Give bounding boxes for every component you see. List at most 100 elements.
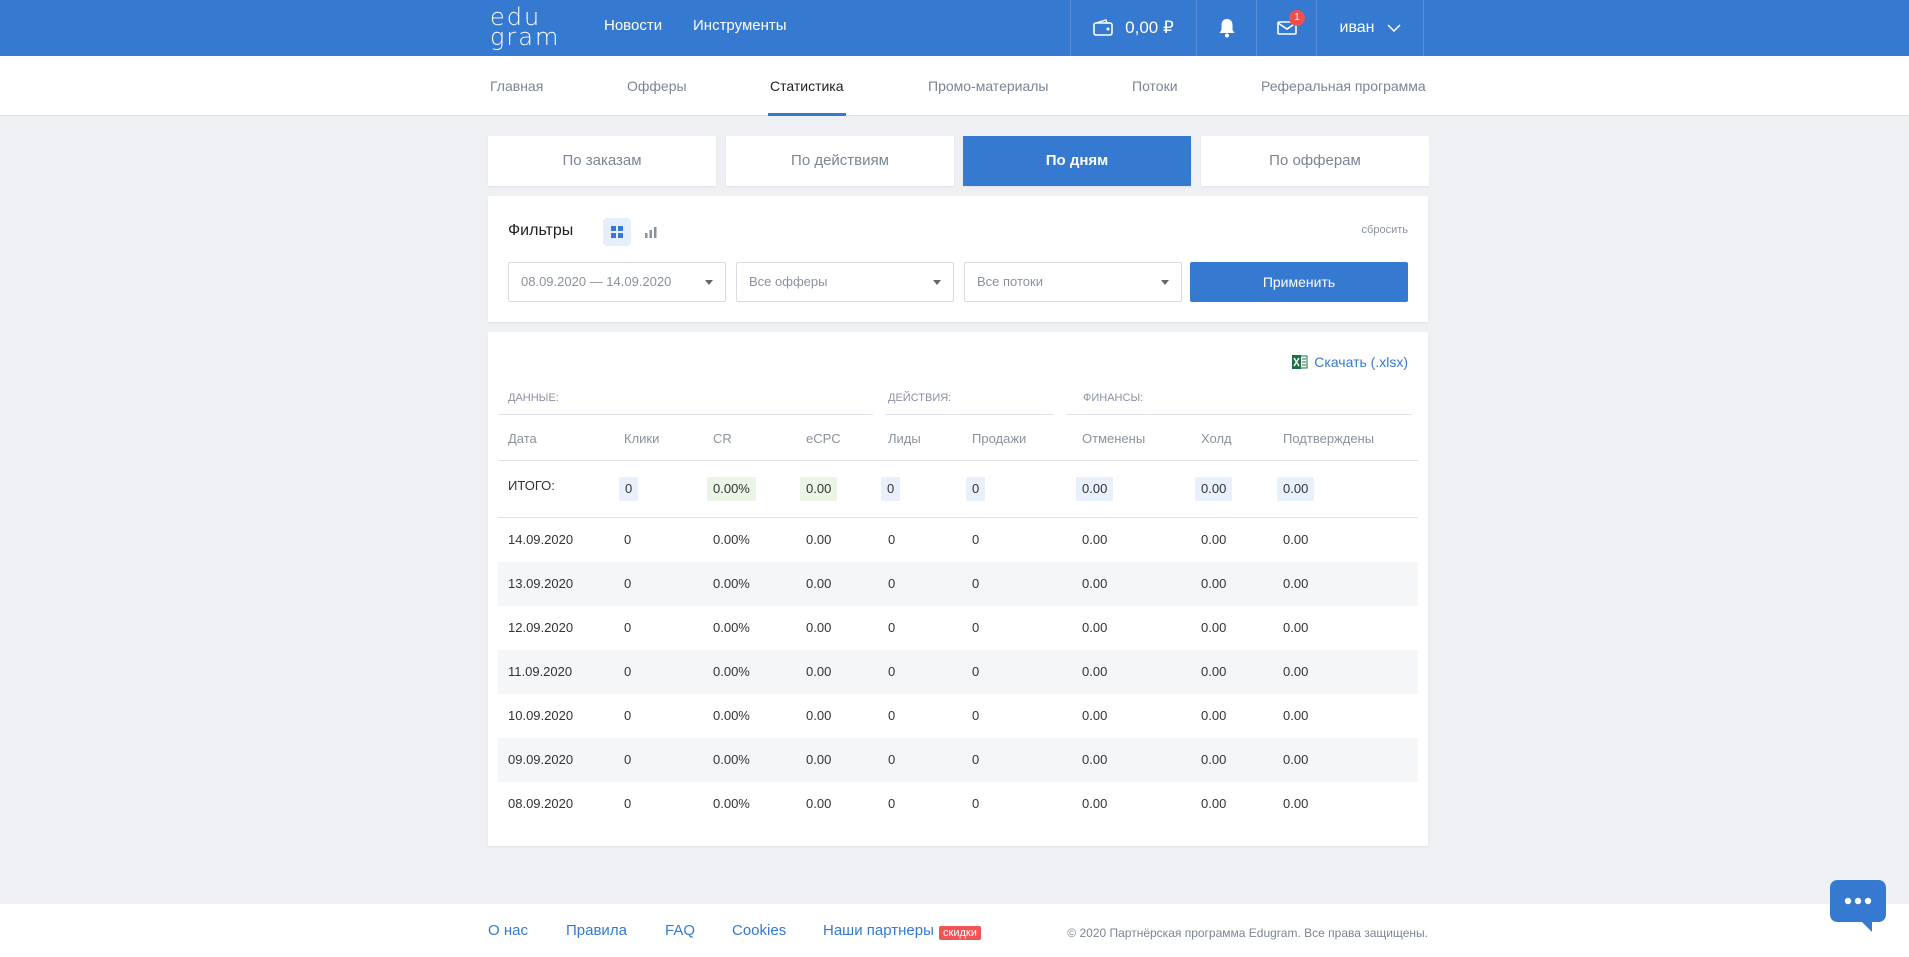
wallet-icon — [1093, 19, 1113, 36]
cell-hold: 0.00 — [1201, 752, 1227, 767]
total-cr: 0.00% — [707, 477, 756, 501]
tab-by-offers[interactable]: По офферам — [1201, 136, 1429, 186]
user-name: иван — [1339, 19, 1375, 36]
table-row: 14.09.2020 0 0.00% 0.00 0 0 0.00 0.00 0.00 — [498, 518, 1418, 562]
cell-clicks: 0 — [624, 576, 632, 591]
filters-title: Фильтры — [508, 222, 574, 239]
cell-canceled: 0.00 — [1082, 532, 1108, 547]
caret-down-icon — [1161, 280, 1169, 285]
footer-about[interactable]: О нас — [488, 922, 528, 939]
cell-canceled: 0.00 — [1082, 620, 1108, 635]
cell-confirmed: 0.00 — [1283, 708, 1309, 723]
cell-canceled: 0.00 — [1082, 796, 1108, 811]
subnav-home[interactable]: Главная — [490, 78, 544, 94]
col-confirmed[interactable]: Подтверждены — [1283, 431, 1375, 446]
download-xlsx-link[interactable]: Скачать (.xlsx) — [1292, 352, 1408, 372]
cell-hold: 0.00 — [1201, 796, 1227, 811]
cell-cr: 0.00% — [713, 752, 750, 767]
sub-nav: Главная Офферы Статистика Промо-материал… — [0, 56, 1909, 116]
table-row: 08.09.2020 0 0.00% 0.00 0 0 0.00 0.00 0.00 — [498, 782, 1418, 826]
cell-sales: 0 — [972, 620, 980, 635]
subnav-statistics[interactable]: Статистика — [768, 56, 846, 116]
offers-select[interactable]: Все офферы — [736, 262, 954, 302]
cell-leads: 0 — [888, 620, 896, 635]
copyright: © 2020 Партнёрская программа Edugram. Вс… — [1067, 926, 1428, 940]
tab-by-actions[interactable]: По действиям — [726, 136, 954, 186]
total-confirmed: 0.00 — [1277, 477, 1315, 501]
subnav-flows[interactable]: Потоки — [1132, 78, 1178, 94]
flows-select[interactable]: Все потоки — [964, 262, 1182, 302]
chevron-down-icon — [1386, 24, 1401, 32]
nav-news[interactable]: Новости — [604, 17, 663, 34]
cell-ecpc: 0.00 — [806, 796, 832, 811]
filters-panel: Фильтры сбросить 08.09.2020 — 14.09.2020… — [488, 196, 1428, 322]
nav-tools[interactable]: Инструменты — [693, 17, 787, 34]
table-row: 11.09.2020 0 0.00% 0.00 0 0 0.00 0.00 0.00 — [498, 650, 1418, 694]
chart-view-button[interactable] — [637, 218, 665, 246]
reset-filters-link[interactable]: сбросить — [1361, 224, 1408, 236]
col-clicks[interactable]: Клики — [624, 431, 660, 446]
cell-date: 09.09.2020 — [508, 752, 574, 767]
total-hold: 0.00 — [1195, 477, 1233, 501]
caret-down-icon — [933, 280, 941, 285]
total-ecpc: 0.00 — [800, 477, 838, 501]
cell-leads: 0 — [888, 752, 896, 767]
cell-date: 11.09.2020 — [508, 664, 573, 679]
col-canceled[interactable]: Отменены — [1082, 431, 1146, 446]
subnav-offers[interactable]: Офферы — [627, 78, 687, 94]
col-ecpc[interactable]: eCPC — [806, 431, 841, 446]
table-row: 10.09.2020 0 0.00% 0.00 0 0 0.00 0.00 0.00 — [498, 694, 1418, 738]
date-range-select[interactable]: 08.09.2020 — 14.09.2020 — [508, 262, 726, 302]
offers-value: Все офферы — [749, 274, 828, 289]
group-data-divider — [498, 414, 873, 415]
footer-partners[interactable]: Наши партнеры — [823, 922, 934, 939]
col-hold[interactable]: Холд — [1201, 431, 1232, 446]
logo[interactable]: edu gram — [490, 4, 570, 50]
cell-hold: 0.00 — [1201, 620, 1227, 635]
col-date[interactable]: Дата — [508, 431, 537, 446]
col-cr[interactable]: CR — [713, 431, 732, 446]
cell-cr: 0.00% — [713, 532, 750, 547]
cell-clicks: 0 — [624, 752, 632, 767]
cell-canceled: 0.00 — [1082, 752, 1108, 767]
cell-ecpc: 0.00 — [806, 664, 832, 679]
col-leads[interactable]: Лиды — [888, 431, 921, 446]
tab-by-days[interactable]: По дням — [963, 136, 1191, 186]
cell-hold: 0.00 — [1201, 532, 1227, 547]
stats-table-panel: Скачать (.xlsx) Данные: Действия: Финанс… — [488, 332, 1428, 846]
group-data-label: Данные: — [508, 392, 559, 404]
footer-rules[interactable]: Правила — [566, 922, 627, 939]
header-divider — [498, 460, 1418, 461]
tab-by-orders[interactable]: По заказам — [488, 136, 716, 186]
group-finance-divider — [1066, 414, 1412, 415]
cell-leads: 0 — [888, 664, 896, 679]
cell-cr: 0.00% — [713, 708, 750, 723]
total-leads: 0 — [881, 477, 901, 501]
col-sales[interactable]: Продажи — [972, 431, 1027, 446]
chat-button[interactable] — [1828, 878, 1888, 934]
footer-cookies[interactable]: Cookies — [732, 922, 787, 939]
cell-sales: 0 — [972, 532, 980, 547]
messages-button[interactable]: 1 — [1256, 0, 1316, 56]
group-actions-label: Действия: — [888, 392, 952, 404]
cell-clicks: 0 — [624, 796, 632, 811]
grid-view-button[interactable] — [603, 218, 631, 246]
logo-line-2: gram — [490, 23, 561, 51]
cell-ecpc: 0.00 — [806, 752, 832, 767]
chart-view-icon — [645, 227, 657, 238]
apply-button[interactable]: Применить — [1190, 262, 1408, 302]
cell-cr: 0.00% — [713, 796, 750, 811]
total-canceled: 0.00 — [1076, 477, 1114, 501]
cell-confirmed: 0.00 — [1283, 664, 1309, 679]
cell-confirmed: 0.00 — [1283, 532, 1309, 547]
top-bar: edu gram Новости Инструменты 0,00 ₽ 1 — [0, 0, 1909, 56]
subnav-promo[interactable]: Промо-материалы — [928, 78, 1049, 94]
subnav-referral[interactable]: Реферальная программа — [1261, 78, 1426, 94]
user-menu[interactable]: иван — [1316, 0, 1424, 56]
cell-date: 08.09.2020 — [508, 796, 574, 811]
balance[interactable]: 0,00 ₽ — [1070, 0, 1196, 56]
cell-cr: 0.00% — [713, 620, 750, 635]
footer-faq[interactable]: FAQ — [665, 922, 696, 939]
notifications-button[interactable] — [1196, 0, 1256, 56]
top-right-controls: 0,00 ₽ 1 иван — [1070, 0, 1424, 56]
